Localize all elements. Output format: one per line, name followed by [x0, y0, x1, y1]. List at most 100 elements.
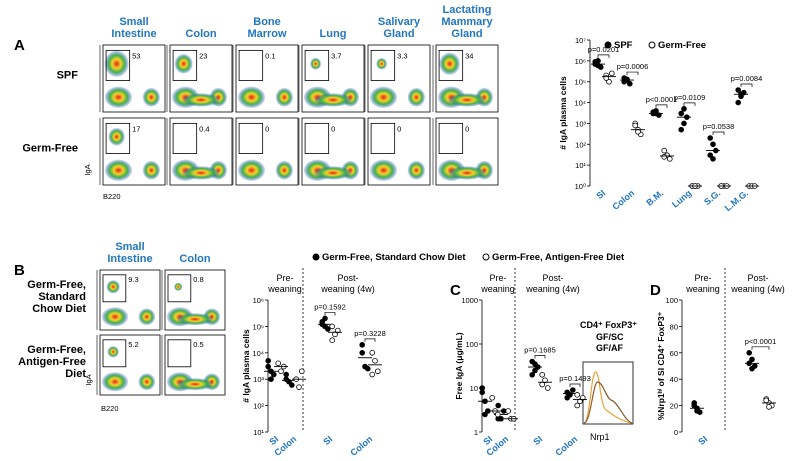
data-point — [539, 371, 545, 378]
p-value: p=0.0109 — [674, 93, 706, 102]
gate-value: 17 — [132, 124, 140, 133]
gate — [438, 49, 464, 81]
p-value-bracket — [324, 312, 336, 316]
category-label: Colon — [610, 188, 636, 212]
data-point — [283, 371, 290, 378]
data-point — [529, 371, 535, 378]
gate-value: 0 — [397, 124, 401, 133]
data-point — [763, 397, 769, 404]
flow-population — [369, 159, 398, 181]
data-point — [626, 80, 633, 87]
data-point — [482, 411, 488, 418]
data-point — [678, 126, 684, 133]
data-point — [749, 356, 755, 363]
data-point — [265, 363, 272, 370]
x-axis-label: B220 — [101, 404, 119, 413]
flow-population — [138, 308, 156, 326]
p-value-bracket — [534, 355, 546, 359]
flow-population — [142, 87, 161, 107]
data-point — [606, 78, 612, 85]
data-point — [324, 326, 331, 332]
data-point — [661, 147, 667, 154]
header-line: Small — [119, 16, 148, 28]
flow-population — [101, 372, 129, 392]
header-line: Intestine — [107, 253, 152, 265]
header-line: weaning (4w) — [320, 284, 375, 294]
header-line: Mammary — [441, 16, 493, 28]
gate-value: 23 — [199, 51, 207, 60]
flow-population — [182, 166, 220, 180]
p-value-bracket — [751, 346, 770, 350]
gate-value: 3.3 — [397, 51, 407, 60]
category-label: B.M. — [644, 188, 665, 208]
flow-population — [174, 53, 193, 74]
header-line: Diet — [65, 368, 86, 380]
header-line: SPF — [57, 70, 79, 82]
data-point — [369, 349, 376, 356]
panel-label: B — [14, 262, 25, 279]
data-point — [707, 135, 713, 141]
p-value-bracket — [655, 104, 668, 108]
header-line: Germ-Free, — [27, 279, 86, 291]
data-point — [288, 382, 295, 388]
data-point — [632, 122, 638, 129]
y-tick-label: 10⁴ — [574, 99, 586, 108]
y-tick-label: 40 — [670, 375, 678, 384]
category-label: Lung — [670, 188, 693, 210]
category-label: SI — [696, 434, 709, 447]
y-axis-title: Free IgA (μg/mL) — [454, 332, 464, 399]
flow-population — [275, 87, 294, 107]
header-line: Marrow — [247, 28, 287, 40]
y-axis-title: %Nrp1ʰⁱ of SI CD4⁺ FoxP3⁺ — [655, 311, 666, 420]
y-tick-label: 10¹ — [575, 161, 586, 170]
p-value-bracket — [597, 54, 610, 58]
category-label: SI — [594, 188, 607, 201]
y-tick-label: 0 — [674, 428, 678, 437]
data-point — [666, 156, 673, 162]
flow-population — [237, 86, 266, 108]
gate-value: 0.5 — [193, 340, 203, 349]
gate-value: 0 — [265, 124, 269, 133]
y-tick-label: 10⁵ — [253, 322, 264, 331]
flow-population — [310, 57, 322, 70]
y-tick-label: 10⁰ — [575, 182, 586, 191]
data-point — [270, 371, 277, 378]
flow-population — [314, 93, 352, 107]
flow-population — [174, 282, 183, 291]
data-point — [278, 368, 284, 375]
data-point — [766, 404, 772, 410]
legend-marker — [312, 253, 320, 261]
x-axis-label: B220 — [103, 192, 121, 201]
header-line: Antigen-Free — [18, 356, 86, 368]
histogram-legend: GF/AF — [596, 343, 623, 353]
flow-population — [108, 127, 125, 146]
data-point — [564, 394, 570, 401]
gate-value: 0.8 — [193, 275, 203, 284]
flow-population — [101, 307, 129, 327]
flow-population — [275, 160, 294, 180]
flow-population — [407, 160, 426, 180]
header-line: Pre- — [694, 273, 711, 283]
y-tick-label: 60 — [670, 349, 678, 358]
data-point — [505, 408, 512, 414]
data-point — [735, 87, 741, 93]
y-tick-label: 10⁶ — [253, 296, 264, 305]
data-point — [532, 361, 538, 367]
gate-value: 3.7 — [331, 51, 341, 60]
gate — [102, 339, 127, 368]
y-tick-label: 10³ — [575, 119, 586, 128]
header-line: weaning — [267, 284, 302, 294]
legend-label: Germ-Free, Antigen-Free Diet — [492, 252, 625, 263]
y-axis-title: # IgA plasma cells — [241, 329, 251, 403]
histogram-frame — [582, 361, 634, 425]
gate-value: 53 — [132, 51, 140, 60]
legend-label: Germ-Free — [658, 40, 706, 51]
p-value: p=0.1592 — [314, 302, 346, 311]
flow-population — [439, 52, 460, 75]
data-point — [359, 349, 366, 356]
flow-population — [104, 159, 133, 181]
data-point — [364, 365, 371, 372]
header-line: Chow Diet — [32, 303, 86, 315]
flow-population — [177, 313, 213, 326]
data-point — [539, 381, 545, 388]
